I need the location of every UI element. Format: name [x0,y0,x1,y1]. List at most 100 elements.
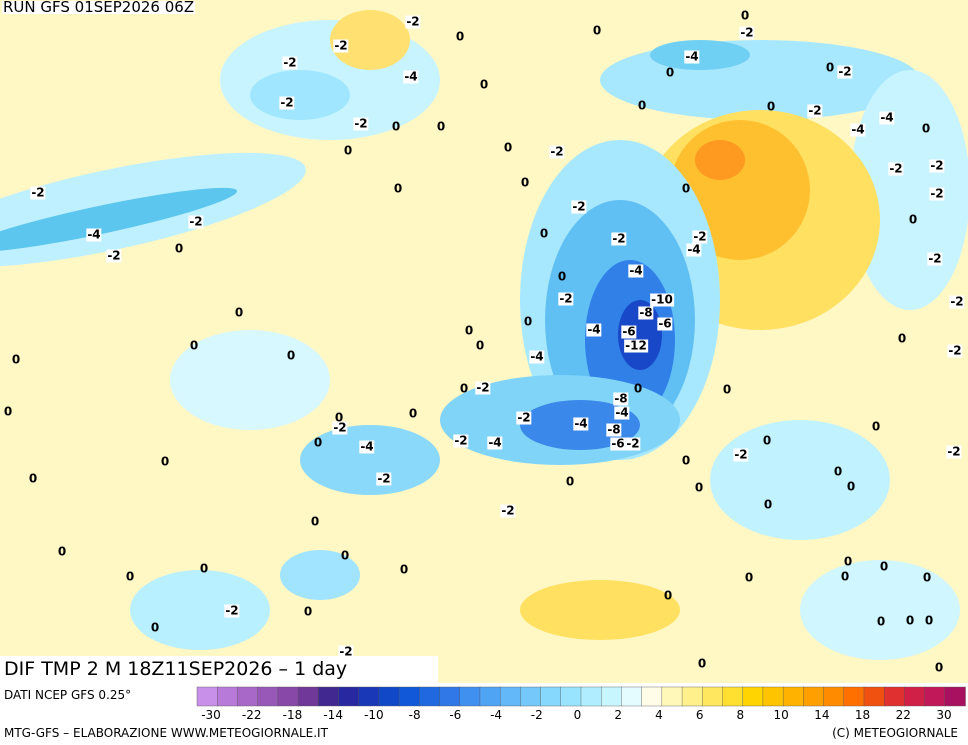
contour-label: -2 [279,95,295,110]
colorbar-swatch [681,686,703,707]
colorbar-swatch [419,686,441,707]
contour-label: -4 [684,49,700,64]
contour-label: 0 [663,588,673,603]
contour-label: -2 [332,420,348,435]
contour-label: 0 [762,433,772,448]
colorbar-swatch [924,686,946,707]
contour-label: 0 [459,381,469,396]
contour-label: -12 [624,338,648,353]
contour-label: 0 [125,569,135,584]
colorbar-swatch [762,686,784,707]
contour-label: 0 [343,143,353,158]
colorbar-swatch [823,686,845,707]
contour-label: -2 [516,410,532,425]
contour-label: -2 [739,25,755,40]
contour-label: 0 [286,348,296,363]
colorbar-swatch [944,686,966,707]
colorbar-swatch [439,686,461,707]
contour-label: -2 [692,229,708,244]
contour-label: -8 [613,391,629,406]
colorbar-swatch [661,686,683,707]
contour-label: 0 [3,404,13,419]
colorbar-swatch [378,686,400,707]
contour-label: -2 [625,436,641,451]
contour-label: 0 [740,8,750,23]
colorbar-swatch [297,686,319,707]
contour-label: -2 [500,503,516,518]
contour-label: 0 [744,570,754,585]
contour-label: 0 [897,331,907,346]
colorbar-tick-label: -2 [530,708,543,722]
contour-label: -2 [558,291,574,306]
contour-label: -2 [571,199,587,214]
colorbar-swatch [904,686,926,707]
colorbar-tick-label: 0 [573,708,582,722]
source-label: DATI NCEP GFS 0.25° [4,688,132,702]
contour-label: 0 [199,561,209,576]
contour-label: -4 [879,110,895,125]
contour-label: 0 [57,544,67,559]
footer-right: (C) METEOGIORNALE [832,726,958,740]
contour-label: -4 [614,405,630,420]
colorbar-swatch [702,686,724,707]
field [0,10,968,660]
colorbar-tick-label: 22 [895,708,911,722]
colorbar-swatch [479,686,501,707]
colorbar-tick-label: 14 [814,708,830,722]
contour-label: -2 [549,144,565,159]
colorbar-swatch [742,686,764,707]
contour-label: 0 [565,474,575,489]
colorbar-tick-label: 8 [736,708,745,722]
contour-label: -2 [30,185,46,200]
contour-label: -4 [586,322,602,337]
colorbar-swatch [601,686,623,707]
contour-label: 0 [150,620,160,635]
contour-label: 0 [833,464,843,479]
contour-label: 0 [592,23,602,38]
contour-label: 0 [763,497,773,512]
contour-label: -2 [733,447,749,462]
contour-label: 0 [840,569,850,584]
contour-label: -8 [606,422,622,437]
colorbar-swatch [277,686,299,707]
contour-label: -2 [947,343,963,358]
contour-label: 0 [399,562,409,577]
colorbar-swatch [560,686,582,707]
colorbar-swatch [803,686,825,707]
contour-label: 0 [455,29,465,44]
footer-left: MTG-GFS – ELABORAZIONE WWW.METEOGIORNALE… [4,726,328,740]
contour-label: 0 [876,614,886,629]
contour-label: -4 [529,349,545,364]
contour-label: -2 [353,116,369,131]
contour-label: -4 [850,122,866,137]
contour-label: 0 [391,119,401,134]
colorbar-tick-label: 6 [695,708,704,722]
colorbar-swatch [641,686,663,707]
contour-label: 0 [334,410,344,425]
map-title: DIF TMP 2 M 18Z11SEP2026 – 1 day [0,656,438,683]
colorbar-swatch [459,686,481,707]
colorbar-tick-label: 18 [854,708,871,722]
colorbar-tick-label: -10 [364,708,384,722]
contour-label: -2 [338,644,354,659]
colorbar-tick-label: -18 [282,708,303,722]
colorbar-swatch [196,686,218,707]
contour-label: 0 [934,660,944,675]
contour-label: -6 [610,436,626,451]
contour-label: -2 [888,161,904,176]
colorbar-swatch [782,686,805,707]
colorbar-swatch [863,686,885,707]
contour-label: 0 [665,65,675,80]
colorbar-swatch [540,686,562,707]
colorbar-tick-label: 10 [773,708,789,722]
colorbar-tick-label: -4 [490,708,503,722]
contour-label: 0 [766,99,776,114]
colorbar-tick-label: 4 [655,708,663,722]
contour-label: -2 [282,55,298,70]
contour-label: 0 [464,323,474,338]
colorbar-swatch [318,686,340,707]
contour-label: -4 [86,227,102,242]
contour-label: 0 [879,559,889,574]
colorbar-swatch [217,686,239,707]
contour-label: -4 [628,263,644,278]
